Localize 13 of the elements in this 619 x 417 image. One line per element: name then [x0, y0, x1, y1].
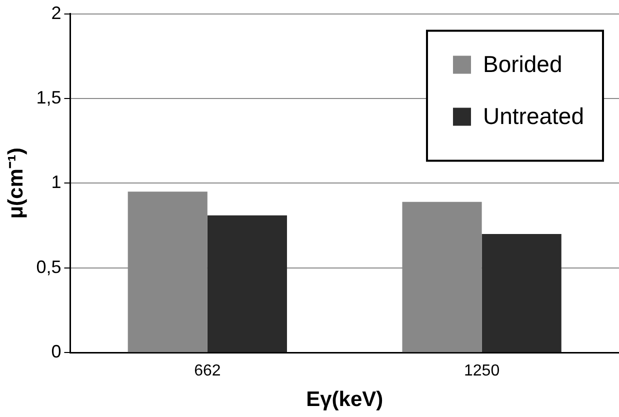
bar — [482, 234, 562, 352]
x-tick-label: 1250 — [464, 362, 500, 380]
y-tick-label: 0 — [51, 342, 62, 362]
legend-label: Borided — [482, 51, 562, 78]
legend-label: Untreated — [482, 103, 584, 130]
y-axis-title: μ(cm⁻¹) — [4, 148, 28, 219]
x-tick-label: 662 — [194, 362, 221, 380]
y-tick-label: 1,5 — [36, 87, 62, 108]
y-tick-label: 0,5 — [36, 256, 62, 277]
x-axis-title: Eγ(keV) — [306, 388, 384, 412]
y-tick-label: 1 — [51, 172, 62, 192]
bar — [207, 215, 287, 352]
y-tick-label: 2 — [51, 2, 62, 23]
